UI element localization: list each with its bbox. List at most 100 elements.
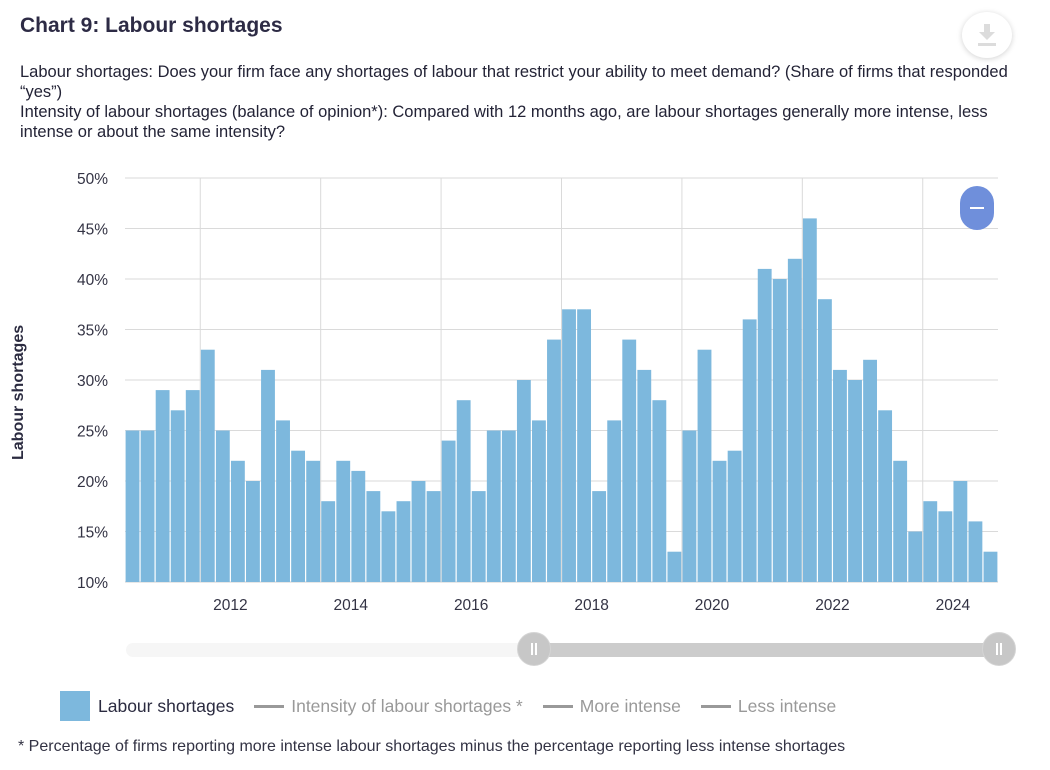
bar[interactable] (351, 470, 366, 582)
y-tick-label: 50% (77, 171, 108, 188)
legend: Labour shortages Intensity of labour sho… (60, 690, 856, 722)
legend-label: Intensity of labour shortages * (291, 695, 523, 716)
download-button[interactable] (962, 12, 1012, 58)
zoom-out-button[interactable] (960, 186, 994, 230)
legend-swatch-line (542, 704, 573, 708)
navigator-selected-range[interactable] (534, 643, 998, 657)
bar[interactable] (321, 501, 336, 582)
navigator-handle-left[interactable] (517, 632, 551, 666)
bar[interactable] (396, 501, 411, 582)
bar[interactable] (200, 349, 215, 582)
legend-item-intensity[interactable]: Intensity of labour shortages * (254, 696, 523, 717)
bar[interactable] (215, 430, 230, 583)
bar[interactable] (908, 531, 923, 583)
y-tick-label: 30% (77, 373, 108, 390)
legend-label: More intense (579, 695, 681, 716)
bar[interactable] (772, 279, 787, 582)
bar[interactable] (306, 460, 321, 582)
y-tick-label: 45% (77, 222, 108, 239)
bar[interactable] (411, 481, 426, 582)
bar[interactable] (230, 460, 245, 582)
bar[interactable] (471, 491, 486, 582)
bar[interactable] (366, 491, 381, 582)
y-tick-label: 20% (77, 474, 108, 491)
bar-chart: 10% 15% 20% 25% 30% 35% 40% 45% 50% 2012 2014 2016 2… (77, 171, 998, 610)
bar[interactable] (893, 460, 908, 582)
legend-item-more-intense[interactable]: More intense (542, 695, 681, 717)
x-tick-label: 2012 (213, 597, 247, 610)
bar[interactable] (742, 319, 757, 582)
description-line-1: Labour shortages: Does your firm face an… (20, 63, 1008, 101)
bar[interactable] (682, 430, 697, 583)
x-tick-label: 2020 (695, 597, 730, 610)
x-tick-label: 2022 (815, 597, 849, 610)
bar[interactable] (516, 380, 531, 582)
bar[interactable] (246, 481, 260, 582)
chart-title: Chart 9: Labour shortages (20, 14, 283, 37)
bar[interactable] (953, 481, 968, 582)
legend-item-labour-shortages[interactable]: Labour shortages (60, 691, 234, 721)
legend-item-less-intense[interactable]: Less intense (700, 696, 836, 717)
bar[interactable] (381, 511, 396, 582)
bar[interactable] (441, 440, 456, 582)
description-line-2: Intensity of labour shortages (balance o… (20, 103, 988, 141)
bar[interactable] (125, 430, 140, 583)
y-tick-label: 35% (77, 323, 108, 340)
bar[interactable] (712, 460, 727, 582)
y-tick-label: 10% (77, 575, 108, 592)
bar[interactable] (938, 511, 953, 582)
bar[interactable] (622, 339, 637, 582)
bar[interactable] (983, 551, 998, 582)
bar[interactable] (863, 359, 877, 582)
bar[interactable] (577, 309, 592, 582)
bar[interactable] (456, 400, 471, 582)
bar[interactable] (607, 420, 622, 582)
bar[interactable] (878, 410, 893, 582)
bar[interactable] (652, 400, 667, 582)
bar[interactable] (531, 420, 546, 582)
x-tick-label: 2016 (454, 597, 488, 610)
bar[interactable] (547, 339, 561, 582)
x-tick-label: 2014 (334, 597, 369, 610)
bar[interactable] (276, 420, 290, 582)
footnote: * Percentage of firms reporting more int… (18, 738, 846, 755)
bar[interactable] (667, 551, 682, 582)
x-tick-label: 2018 (574, 597, 608, 610)
bar[interactable] (833, 369, 847, 582)
bar[interactable] (787, 258, 802, 582)
download-icon (978, 24, 996, 46)
bar[interactable] (426, 491, 441, 582)
bar[interactable] (968, 521, 983, 582)
bar[interactable] (185, 390, 200, 582)
y-tick-label: 25% (77, 424, 108, 441)
bar[interactable] (261, 369, 275, 582)
bar[interactable] (140, 430, 155, 583)
y-axis-title: Labour shortages (10, 324, 27, 460)
navigator-handle-right[interactable] (982, 632, 1016, 666)
bar[interactable] (923, 501, 938, 582)
bar[interactable] (697, 349, 712, 582)
bar[interactable] (501, 430, 516, 583)
bar[interactable] (155, 390, 170, 582)
bar[interactable] (727, 450, 742, 582)
legend-swatch-line (254, 704, 285, 708)
bar[interactable] (757, 268, 772, 582)
bar[interactable] (336, 460, 351, 582)
legend-swatch-bar (60, 691, 90, 721)
legend-label: Labour shortages (98, 695, 235, 716)
minus-icon (970, 207, 984, 209)
chart-description: Labour shortages: Does your firm face an… (20, 62, 1020, 142)
x-tick-label: 2024 (936, 597, 971, 610)
bar[interactable] (817, 299, 832, 582)
y-tick-label: 40% (77, 272, 108, 289)
y-tick-label: 15% (77, 525, 108, 542)
bar[interactable] (170, 410, 185, 582)
bar[interactable] (486, 430, 501, 583)
bar[interactable] (562, 309, 576, 582)
bar[interactable] (848, 380, 862, 582)
bar[interactable] (291, 450, 306, 582)
bar[interactable] (802, 218, 817, 582)
bar[interactable] (637, 369, 652, 582)
bar[interactable] (592, 491, 607, 582)
legend-swatch-line (700, 704, 731, 708)
